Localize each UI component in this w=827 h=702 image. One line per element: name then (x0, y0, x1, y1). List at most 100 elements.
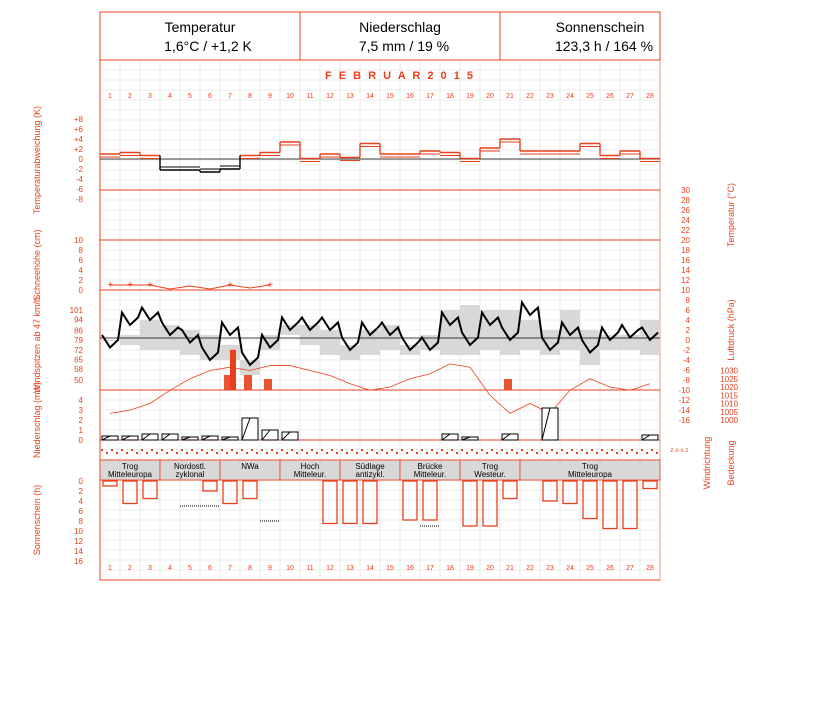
precipitation-hatch (441, 433, 451, 441)
temperature-range-band (440, 310, 460, 355)
weather-type-label: Hoch (301, 462, 320, 471)
wind-direction-dot (176, 452, 178, 454)
tick-label: 2 (79, 276, 84, 285)
wind-direction-dot (386, 452, 388, 454)
day-label-top: 15 (386, 93, 394, 100)
precipitation-bar (281, 431, 299, 441)
precipitation-hatch (221, 436, 231, 441)
sunshine-bar (582, 480, 598, 520)
weather-type-label: zyklonal (176, 470, 205, 479)
header-temperature-label: Temperatur (165, 19, 236, 35)
wind-direction-dot (621, 449, 623, 451)
temperature-range-band (320, 330, 340, 355)
precipitation-bar (541, 407, 559, 441)
sunshine-bar (362, 480, 378, 525)
day-label-top: 21 (506, 93, 514, 100)
sunshine-bar (422, 480, 438, 521)
wind-direction-dot (586, 452, 588, 454)
day-label-top: 11 (306, 93, 313, 100)
temperature-series (101, 299, 659, 367)
wind-direction-dot (336, 452, 338, 454)
tick-label: 12 (74, 537, 83, 546)
wind-direction-dot (141, 449, 143, 451)
precipitation-bar (101, 435, 119, 441)
wind-direction-dot (221, 449, 223, 451)
temperature-range-band (460, 305, 480, 355)
sunshine-bar (482, 480, 498, 527)
wind-direction-dot (381, 449, 383, 451)
tick-label: 6 (79, 507, 84, 516)
wind-direction-dot (376, 452, 378, 454)
wind-direction-dot (291, 449, 293, 451)
wind-direction-dot (441, 449, 443, 451)
day-label-top: 2 (128, 93, 132, 100)
day-label-top: 17 (426, 93, 434, 100)
wind-gust-bar (504, 379, 512, 390)
wind-direction-dot (251, 449, 253, 451)
wind-direction-dot (481, 449, 483, 451)
wind-direction-dot (286, 452, 288, 454)
tick-label: 26 (681, 206, 690, 215)
day-label-bottom: 1 (108, 565, 112, 572)
precipitation-axis-label: Niederschlag (mm) (32, 382, 42, 458)
precipitation-hatch (641, 434, 651, 441)
tick-label: 28 (681, 196, 690, 205)
snow-depth-marker: + (227, 280, 233, 291)
wind-direction-dot (211, 449, 213, 451)
weather-type-label: Südlage (355, 462, 385, 471)
tick-label: 0 (79, 286, 84, 295)
sunshine-bar (102, 480, 118, 487)
wind-direction-dot (541, 449, 543, 451)
wind-direction-dot (466, 452, 468, 454)
wind-direction-legend: o (675, 448, 679, 454)
wind-gust-bar (230, 349, 236, 390)
weather-type-label: Mitteleur. (414, 470, 446, 479)
day-label-top: 14 (366, 93, 374, 100)
wind-direction-dot (406, 452, 408, 454)
tick-label: 24 (681, 216, 690, 225)
header-sunshine-value: 123,3 h / 164 % (555, 38, 653, 54)
wind-direction-dot (111, 449, 113, 451)
tick-label: 10 (74, 236, 83, 245)
wind-direction-dot (581, 449, 583, 451)
wind-direction-dot (431, 449, 433, 451)
tick-label: 0 (79, 477, 84, 486)
tick-label: 101 (70, 306, 84, 315)
wind-direction-legend: s (681, 448, 684, 454)
temperature-range-band (360, 330, 380, 355)
day-label-top: 10 (286, 93, 294, 100)
day-label-top: 1 (108, 93, 112, 100)
precipitation-hatch (541, 407, 551, 441)
precipitation-bar (261, 429, 279, 441)
sunshine-bar (342, 480, 358, 525)
tick-label: 1005 (720, 408, 738, 417)
snow-depth-marker: + (147, 280, 153, 291)
day-label-top: 3 (148, 93, 152, 100)
wind-direction-dot (356, 452, 358, 454)
wind-direction-dot (566, 452, 568, 454)
day-label-bottom: 23 (546, 565, 554, 572)
precipitation-hatch (121, 435, 131, 441)
day-label-bottom: 9 (268, 565, 272, 572)
wind-direction-dot (651, 449, 653, 451)
wind-direction-dot (241, 449, 243, 451)
wind-gust-bar (244, 375, 252, 390)
tick-label: 20 (681, 236, 690, 245)
tick-label: +8 (74, 115, 84, 124)
tick-label: 0 (79, 155, 84, 164)
wind-direction-dot (611, 449, 613, 451)
precipitation-bar (441, 433, 459, 441)
wind-direction-dot (216, 452, 218, 454)
wind-direction-dot (201, 449, 203, 451)
tick-label: +4 (74, 135, 84, 144)
tick-label: 14 (74, 547, 83, 556)
wind-direction-dot (606, 452, 608, 454)
wind-direction-dot (426, 452, 428, 454)
day-label-top: 25 (586, 93, 594, 100)
header-box: Temperatur 1,6°C / +1,2 K Niederschlag 7… (99, 11, 661, 61)
day-label-top: 20 (486, 93, 494, 100)
tick-label: -12 (678, 396, 690, 405)
wind-direction-dot (421, 449, 423, 451)
wind-direction-dot (561, 449, 563, 451)
